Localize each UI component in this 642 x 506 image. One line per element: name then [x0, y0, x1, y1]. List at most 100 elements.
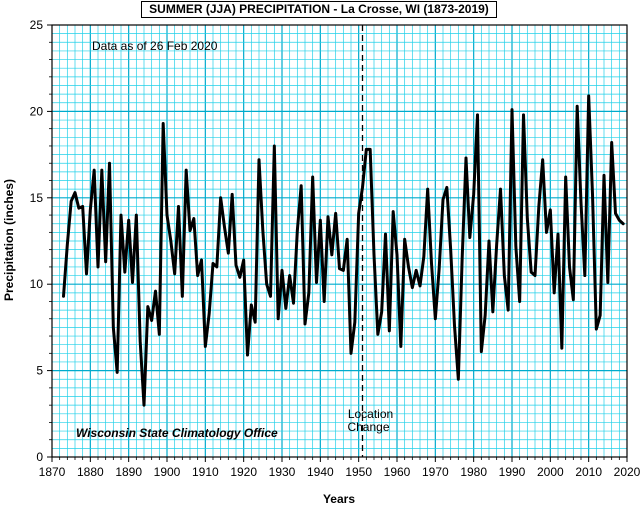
data-point — [368, 148, 372, 151]
data-point — [602, 174, 606, 177]
data-point — [181, 295, 184, 298]
data-point — [464, 156, 468, 160]
x-tick-label: 1900 — [154, 465, 181, 479]
data-point — [441, 198, 445, 201]
x-tick-label: 1890 — [115, 465, 142, 479]
data-point — [541, 158, 544, 161]
data-point — [242, 258, 245, 262]
data-point — [146, 305, 150, 308]
data-point — [606, 281, 610, 284]
data-point — [165, 213, 169, 217]
data-point — [583, 274, 587, 277]
data-point — [265, 283, 268, 286]
y-axis-label: Precipitation (inches) — [2, 179, 16, 301]
data-point — [365, 148, 368, 151]
x-tick-label: 1950 — [345, 465, 372, 479]
data-point — [299, 184, 303, 187]
data-point — [322, 300, 326, 303]
data-point — [372, 253, 376, 257]
location-change-label-line2: Change — [347, 420, 389, 434]
data-point — [537, 205, 541, 208]
data-point — [526, 217, 529, 220]
data-point — [434, 317, 437, 320]
data-point — [250, 303, 253, 307]
data-point — [246, 353, 249, 357]
data-point — [330, 253, 334, 257]
data-point — [503, 274, 506, 277]
data-point — [115, 371, 119, 374]
data-point — [77, 206, 81, 210]
data-point — [303, 322, 307, 326]
x-tick-label: 2020 — [614, 465, 641, 479]
location-change-label-line1: Location — [348, 407, 393, 421]
y-tick-label: 5 — [36, 364, 43, 378]
x-tick-label: 1990 — [499, 465, 526, 479]
data-point — [426, 187, 429, 191]
data-point — [575, 105, 579, 108]
x-tick-labels: 1870 1880 1890 1900 1910 1920 1930 1940 1950 1960… — [39, 465, 641, 479]
data-point — [518, 300, 521, 303]
data-point — [598, 314, 602, 317]
data-point — [288, 274, 291, 277]
y-tick-label: 0 — [36, 450, 43, 464]
data-point — [311, 175, 314, 179]
x-tick-label: 2010 — [575, 465, 602, 479]
data-point — [579, 201, 583, 205]
data-point — [453, 324, 456, 327]
x-tick-label: 2000 — [537, 465, 564, 479]
x-tick-label: 1960 — [384, 465, 411, 479]
data-point — [418, 284, 422, 288]
data-point — [422, 255, 426, 258]
data-point — [476, 113, 479, 117]
data-point — [522, 113, 525, 117]
data-point — [161, 122, 165, 125]
data-point — [564, 175, 567, 179]
data-point — [238, 276, 242, 279]
data-point — [127, 219, 130, 222]
data-point — [100, 168, 104, 172]
data-point — [491, 310, 495, 314]
data-point — [449, 248, 452, 251]
chart-title: SUMMER (JJA) PRECIPITATION - La Crosse, … — [141, 1, 497, 18]
data-point — [411, 286, 414, 289]
data-point — [119, 213, 123, 217]
data-point — [506, 308, 510, 312]
data-point — [123, 270, 127, 274]
data-point — [445, 186, 449, 189]
y-tick-labels: 0 5 10 15 20 25 — [30, 18, 44, 464]
data-point — [353, 321, 357, 324]
data-point — [388, 329, 391, 333]
y-tick-label: 25 — [30, 18, 44, 32]
data-points — [62, 94, 625, 407]
data-point — [361, 186, 364, 189]
data-point — [108, 162, 111, 165]
data-point — [276, 317, 280, 320]
data-point — [62, 295, 65, 298]
data-point — [142, 403, 146, 407]
data-point — [595, 327, 598, 331]
data-point — [292, 302, 295, 305]
axes — [47, 24, 628, 462]
x-tick-label: 1870 — [39, 465, 66, 479]
data-point — [273, 144, 276, 148]
data-point — [211, 262, 215, 265]
data-point — [92, 168, 96, 172]
data-point — [549, 208, 552, 212]
x-tick-label: 1930 — [269, 465, 296, 479]
data-point — [284, 307, 288, 310]
data-point — [357, 212, 360, 215]
data-point — [269, 295, 272, 298]
data-point — [472, 193, 475, 196]
data-point — [437, 267, 441, 270]
data-point — [334, 212, 337, 215]
data-point — [89, 208, 92, 212]
data-point — [552, 291, 556, 295]
data-point — [376, 333, 380, 336]
data-point — [342, 269, 345, 272]
data-point — [188, 229, 192, 232]
data-point — [315, 281, 318, 284]
data-point — [495, 243, 498, 246]
data-point — [430, 262, 433, 265]
credit-label: Wisconsin State Climatology Office — [76, 426, 278, 440]
